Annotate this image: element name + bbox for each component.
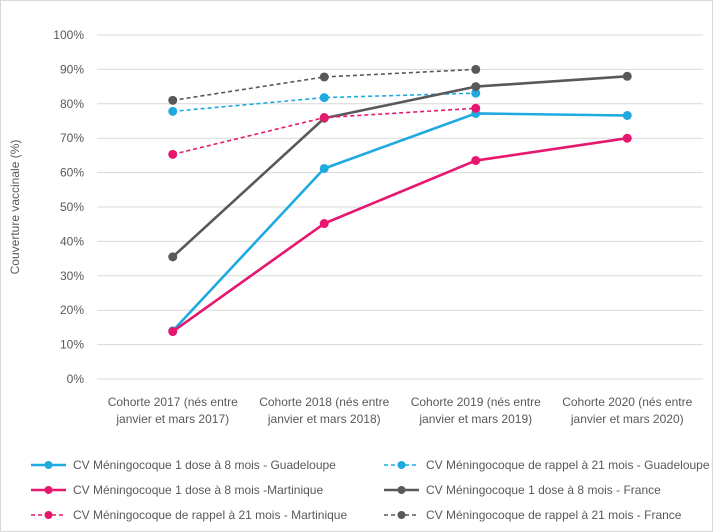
legend-item: CV Méningocoque 1 dose à 8 mois - Guadel… [31,458,336,472]
data-point [319,93,329,103]
data-point [471,88,481,98]
legend-swatch-marker [397,486,406,494]
data-point [471,82,481,92]
data-point [168,327,178,337]
data-point [319,113,329,123]
x-tick-label: Cohorte 2020 (nés entre janvier et mars 2… [562,395,692,426]
data-point [168,252,178,262]
series-1 [168,88,481,116]
data-point [319,219,329,229]
series-5 [168,64,481,105]
legend-item: CV Méningocoque 1 dose à 8 mois - France [384,483,661,497]
series-line [171,112,628,332]
y-tick-label: 70% [60,131,84,145]
data-point [471,103,481,113]
legend-item: CV Méningocoque de rappel à 21 mois - Fr… [384,508,682,522]
data-series [168,64,632,337]
legend: CV Méningocoque 1 dose à 8 mois - Guadel… [31,458,710,522]
series-0 [168,108,632,336]
y-tick-label: 80% [60,97,84,111]
y-tick-label: 20% [60,303,84,317]
legend-label: CV Méningocoque de rappel à 21 mois - Fr… [426,508,682,522]
y-axis-ticks: 0% 10% 20% 30% 40% 50% 60% 70% 80% 90% 100% [53,28,84,386]
legend-item: CV Méningocoque de rappel à 21 mois - Ma… [31,508,347,522]
data-point [319,163,329,173]
series-line [172,68,476,102]
legend-swatch-marker [44,486,53,494]
x-tick-label: Cohorte 2019 (nés entre janvier et mars 2… [411,395,541,426]
legend-swatch-marker [397,511,406,519]
series-2 [168,133,632,337]
data-point [168,149,178,159]
series-3 [168,71,632,262]
legend-item: CV Méningocoque de rappel à 21 mois - Gu… [384,458,710,472]
data-point [622,133,632,143]
y-axis-label: Couverture vaccinale (%) [8,140,22,275]
data-point [471,64,481,74]
series-line [171,136,628,333]
x-axis-categories: Cohorte 2017 (nés entre janvier et mars 2… [108,395,693,426]
y-tick-label: 10% [60,338,84,352]
data-point [622,110,632,120]
legend-label: CV Méningocoque de rappel à 21 mois - Ma… [73,508,347,522]
x-tick-label: Cohorte 2017 (nés entre janvier et mars 2… [108,395,238,426]
legend-label: CV Méningocoque 1 dose à 8 mois - Guadel… [73,458,336,472]
legend-swatch-marker [44,511,53,519]
data-point [168,106,178,116]
legend-item: CV Méningocoque 1 dose à 8 mois -Martini… [31,483,323,497]
y-tick-label: 50% [60,200,84,214]
x-tick-label: Cohorte 2018 (nés entre janvier et mars 2… [259,395,389,426]
legend-swatch-marker [44,461,53,469]
y-tick-label: 90% [60,62,84,76]
series-4 [168,103,481,159]
legend-label: CV Méningocoque 1 dose à 8 mois - France [426,483,661,497]
y-tick-label: 40% [60,234,84,248]
y-tick-label: 60% [60,166,84,180]
y-tick-label: 0% [67,372,85,386]
legend-label: CV Méningocoque de rappel à 21 mois - Gu… [426,458,710,472]
gridlines [97,34,703,380]
data-point [622,71,632,81]
data-point [168,95,178,105]
legend-label: CV Méningocoque 1 dose à 8 mois -Martini… [73,483,323,497]
series-line [172,92,476,113]
data-point [471,156,481,166]
y-tick-label: 30% [60,269,84,283]
series-line [171,74,628,258]
legend-swatch-marker [397,461,406,469]
data-point [319,72,329,82]
y-tick-label: 100% [53,28,84,42]
